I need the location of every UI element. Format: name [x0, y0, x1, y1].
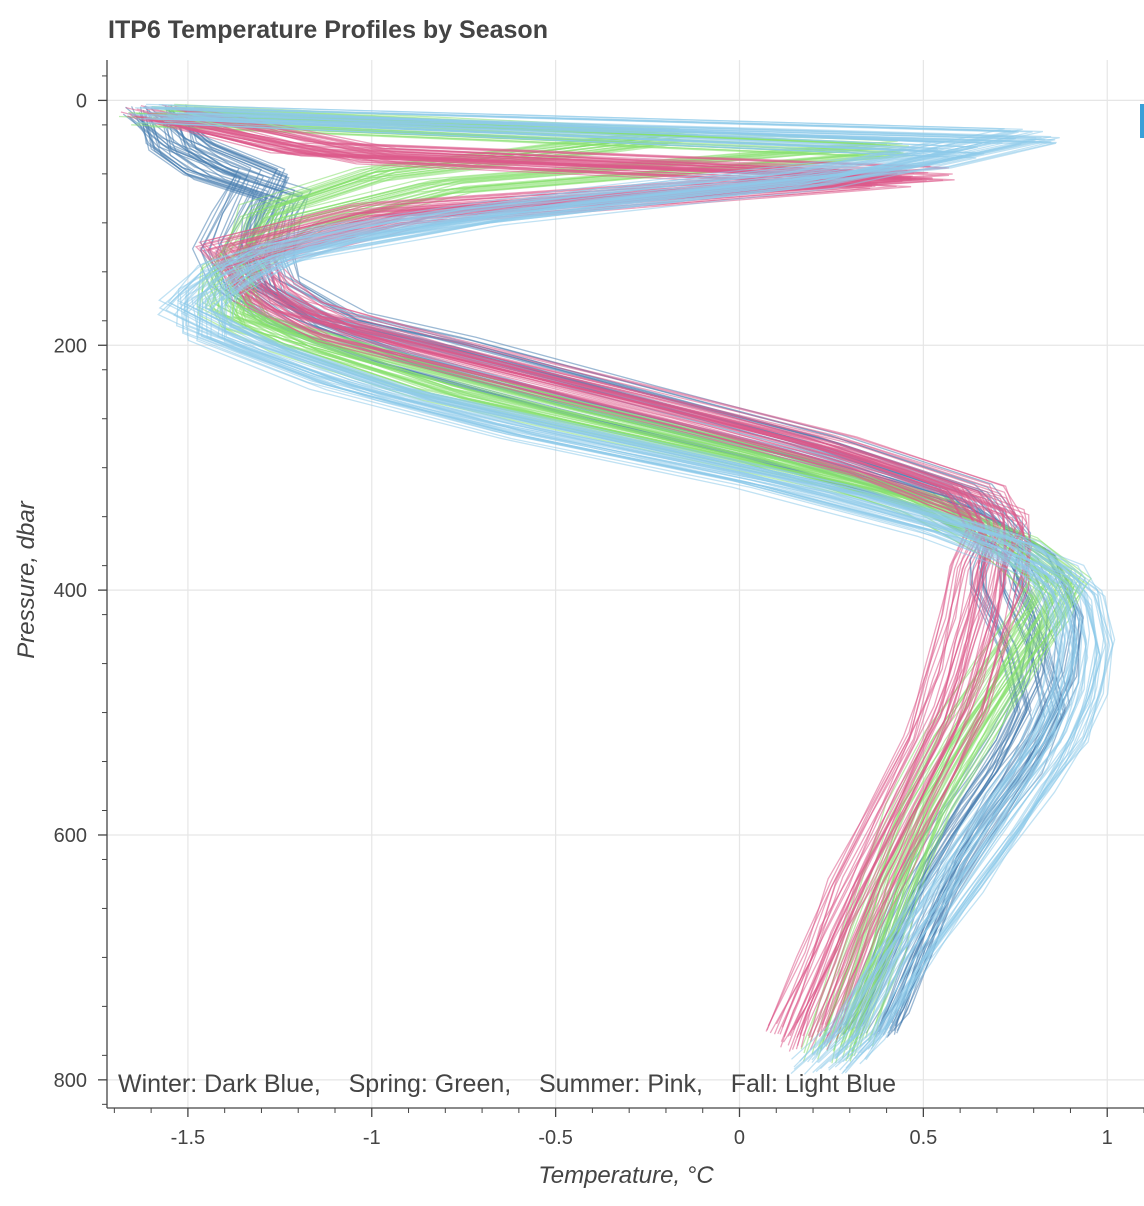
x-axis-label: Temperature, °C [538, 1162, 714, 1189]
x-tick-label: 0 [734, 1127, 745, 1149]
series-layer [118, 103, 1116, 1075]
chart-title: ITP6 Temperature Profiles by Season [108, 16, 548, 44]
profile-line [161, 104, 1005, 1024]
profile-line [153, 108, 1078, 1050]
toolbar-edge[interactable] [1140, 104, 1144, 138]
profile-line [133, 115, 980, 1035]
profile-line [174, 112, 1100, 1054]
x-tick-label: -1.5 [171, 1127, 205, 1149]
x-tick-label: 0.5 [909, 1127, 937, 1149]
axes [106, 60, 1144, 1109]
y-tick-label: 200 [54, 335, 87, 357]
x-tick-label: 1 [1102, 1127, 1113, 1149]
profile-line [127, 113, 1051, 1055]
season-annotation: Winter: Dark Blue, Spring: Green, Summer… [118, 1070, 896, 1098]
profile-line [131, 114, 1062, 1056]
x-tick-label: -1 [363, 1127, 381, 1149]
y-tick-label: 600 [54, 825, 87, 847]
y-tick-label: 800 [54, 1070, 87, 1092]
profile-line [158, 117, 1078, 1060]
profile-line [136, 113, 1054, 1051]
profile-line [145, 108, 985, 1037]
profile-line [126, 115, 970, 1035]
profile-line [143, 107, 1062, 1049]
y-tick-label: 0 [76, 90, 87, 112]
y-axis-label: Pressure, dbar [13, 500, 40, 658]
series-group [127, 103, 1116, 1075]
profile-line [185, 108, 1111, 1050]
profile-line [175, 118, 1102, 1061]
ticks: -1.5 -1 -0.5 0 0.5 1 0 200 400 600 800 [54, 75, 1144, 1149]
profile-line [131, 106, 1018, 1025]
profile-line [179, 108, 1106, 1050]
profile-line [159, 114, 1076, 1056]
profile-line [156, 117, 1080, 1060]
profile-line [174, 122, 1102, 1065]
x-tick-label: -0.5 [538, 1127, 572, 1149]
y-tick-label: 400 [54, 580, 87, 602]
